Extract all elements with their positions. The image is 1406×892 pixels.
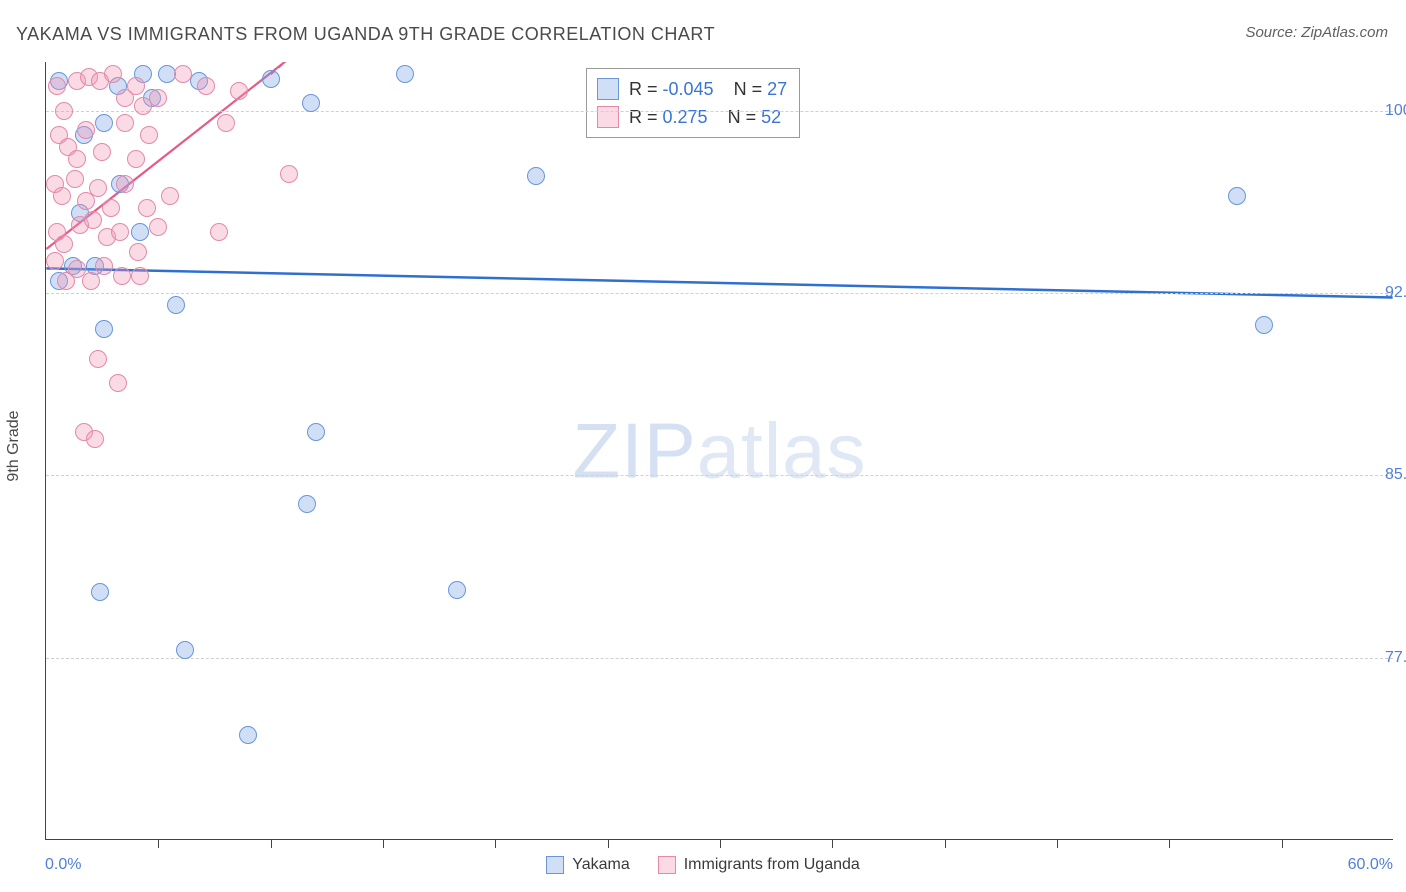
legend-label: Yakama <box>572 856 630 874</box>
chart-title: YAKAMA VS IMMIGRANTS FROM UGANDA 9TH GRA… <box>16 24 715 45</box>
scatter-point <box>448 581 466 599</box>
scatter-point <box>91 583 109 601</box>
scatter-point <box>113 267 131 285</box>
scatter-point <box>89 350 107 368</box>
y-tick-label: 92.5% <box>1385 284 1406 302</box>
legend-item: Immigrants from Uganda <box>658 856 860 874</box>
scatter-point <box>82 272 100 290</box>
x-tick <box>1282 840 1283 848</box>
stats-n-label: N = 52 <box>718 103 782 131</box>
stats-n-label: N = 27 <box>724 75 788 103</box>
scatter-point <box>93 143 111 161</box>
scatter-point <box>55 102 73 120</box>
scatter-point <box>127 150 145 168</box>
scatter-point <box>298 495 316 513</box>
stats-legend-row: R = -0.045 N = 27 <box>597 75 787 103</box>
y-tick-label: 100.0% <box>1385 102 1406 120</box>
scatter-point <box>131 267 149 285</box>
scatter-point <box>77 121 95 139</box>
x-tick <box>495 840 496 848</box>
scatter-point <box>131 223 149 241</box>
scatter-point <box>197 77 215 95</box>
legend-swatch <box>546 856 564 874</box>
gridline <box>46 111 1393 112</box>
legend-item: Yakama <box>546 856 630 874</box>
scatter-point <box>396 65 414 83</box>
legend-label: Immigrants from Uganda <box>684 856 860 874</box>
x-tick <box>1057 840 1058 848</box>
plot-area: ZIPatlas R = -0.045 N = 27R = 0.275 N = … <box>45 62 1393 840</box>
scatter-point <box>104 65 122 83</box>
scatter-point <box>66 170 84 188</box>
scatter-point <box>140 126 158 144</box>
scatter-point <box>48 77 66 95</box>
gridline <box>46 293 1393 294</box>
stats-legend-row: R = 0.275 N = 52 <box>597 103 787 131</box>
x-tick <box>945 840 946 848</box>
source-label: Source: ZipAtlas.com <box>1245 24 1388 41</box>
stats-legend: R = -0.045 N = 27R = 0.275 N = 52 <box>586 68 800 138</box>
scatter-point <box>138 199 156 217</box>
x-tick <box>158 840 159 848</box>
stats-r-label: R = -0.045 <box>629 75 714 103</box>
scatter-point <box>53 187 71 205</box>
scatter-point <box>1228 187 1246 205</box>
gridline <box>46 658 1393 659</box>
x-tick <box>383 840 384 848</box>
gridline <box>46 475 1393 476</box>
bottom-legend: Yakama Immigrants from Uganda <box>0 856 1406 874</box>
scatter-point <box>55 235 73 253</box>
scatter-point <box>102 199 120 217</box>
scatter-point <box>149 218 167 236</box>
scatter-point <box>46 252 64 270</box>
scatter-point <box>262 70 280 88</box>
scatter-point <box>161 187 179 205</box>
legend-swatch <box>597 106 619 128</box>
scatter-point <box>280 165 298 183</box>
stats-r-label: R = 0.275 <box>629 103 708 131</box>
x-tick <box>720 840 721 848</box>
scatter-point <box>527 167 545 185</box>
y-axis-label: 9th Grade <box>5 410 23 481</box>
y-tick-label: 77.5% <box>1385 649 1406 667</box>
scatter-point <box>86 430 104 448</box>
y-tick-label: 85.0% <box>1385 466 1406 484</box>
x-tick <box>1169 840 1170 848</box>
scatter-point <box>95 114 113 132</box>
scatter-point <box>116 175 134 193</box>
scatter-point <box>1255 316 1273 334</box>
scatter-point <box>68 150 86 168</box>
scatter-point <box>210 223 228 241</box>
scatter-point <box>167 296 185 314</box>
legend-swatch <box>597 78 619 100</box>
scatter-point <box>217 114 235 132</box>
scatter-point <box>111 223 129 241</box>
scatter-point <box>302 94 320 112</box>
scatter-point <box>239 726 257 744</box>
scatter-point <box>89 179 107 197</box>
scatter-point <box>84 211 102 229</box>
scatter-point <box>174 65 192 83</box>
x-tick <box>608 840 609 848</box>
scatter-point <box>129 243 147 261</box>
scatter-point <box>116 114 134 132</box>
x-tick <box>271 840 272 848</box>
scatter-point <box>307 423 325 441</box>
scatter-point <box>230 82 248 100</box>
scatter-point <box>109 374 127 392</box>
scatter-point <box>127 77 145 95</box>
scatter-point <box>149 89 167 107</box>
legend-swatch <box>658 856 676 874</box>
scatter-point <box>95 257 113 275</box>
scatter-point <box>176 641 194 659</box>
scatter-point <box>95 320 113 338</box>
watermark: ZIPatlas <box>572 405 866 496</box>
x-tick <box>832 840 833 848</box>
